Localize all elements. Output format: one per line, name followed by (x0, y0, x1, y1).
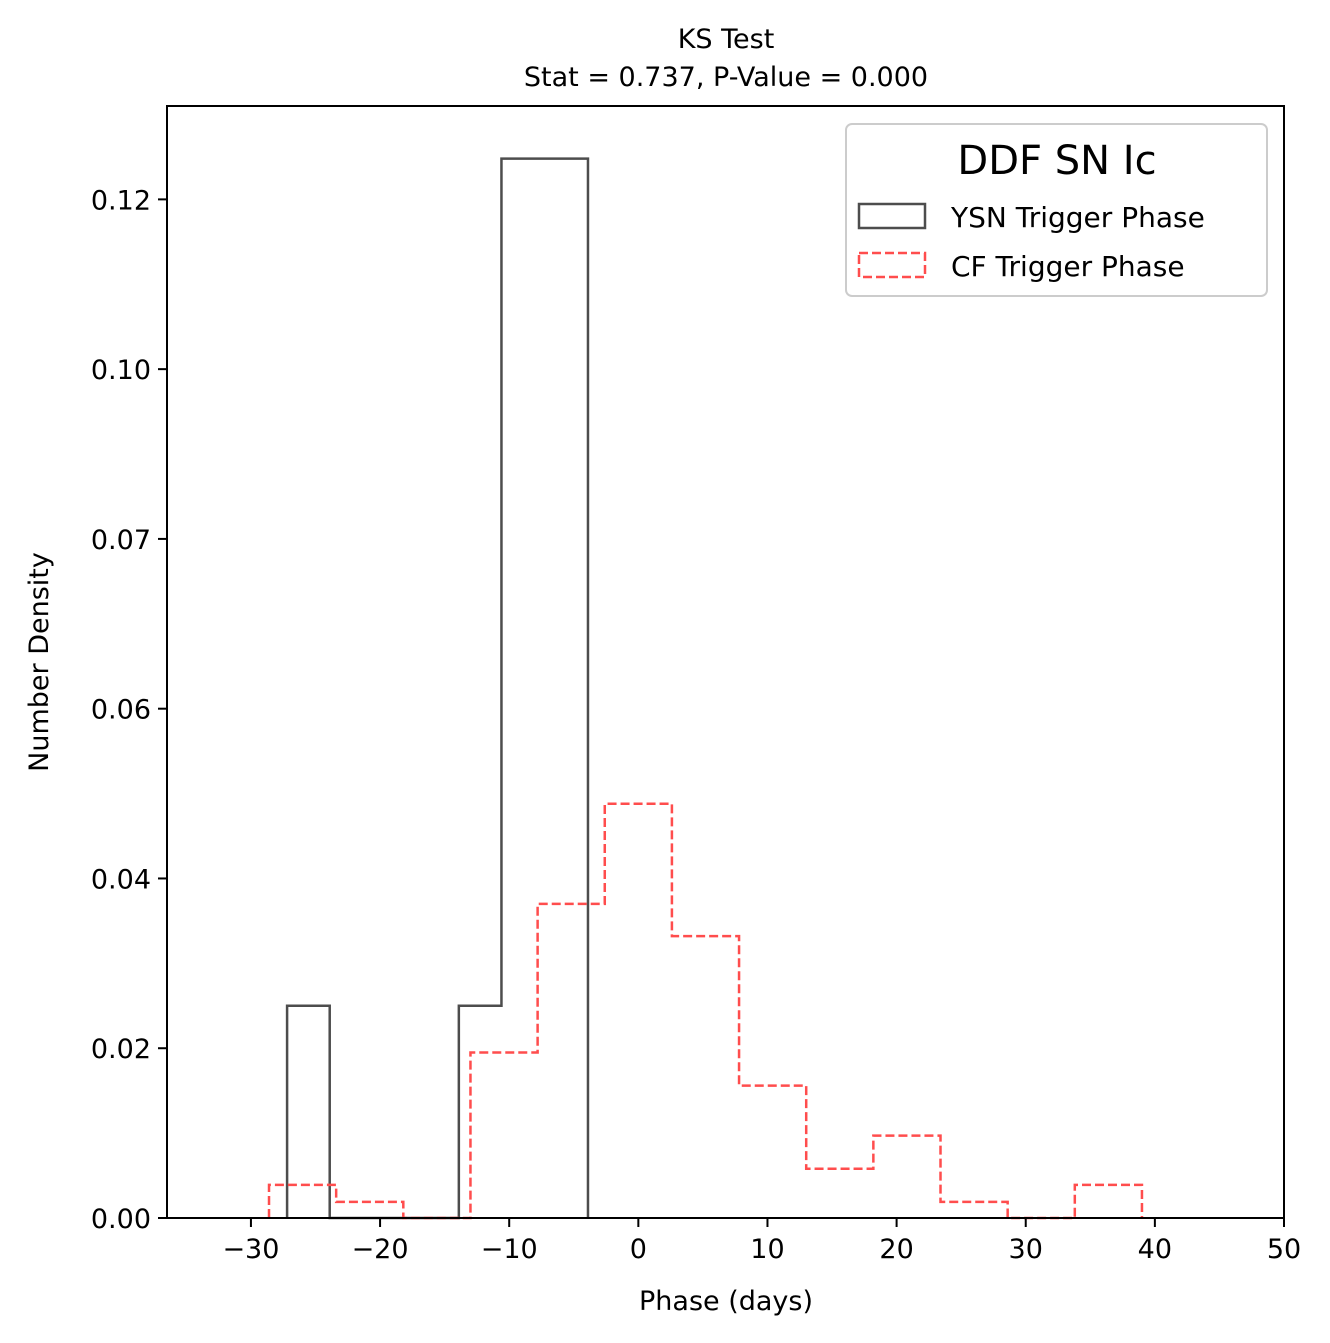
histogram-bar (269, 1185, 336, 1218)
histogram-bar (941, 1202, 1008, 1218)
legend-title: DDF SN Ic (957, 138, 1156, 184)
legend-label-ysn: YSN Trigger Phase (950, 201, 1205, 234)
y-tick-label: 0.12 (91, 185, 151, 216)
legend-box (845, 123, 1268, 297)
histogram-bar (470, 1052, 537, 1218)
y-tick-label: 0.06 (91, 695, 151, 726)
chart-subtitle: Stat = 0.737, P-Value = 0.000 (524, 62, 928, 93)
histogram-bar (538, 904, 605, 1218)
y-tick-label: 0.07 (91, 525, 151, 556)
histogram-bar (605, 804, 672, 1218)
histogram-step-line (267, 802, 1144, 1220)
histogram-bar (336, 1202, 403, 1218)
x-tick-label: −30 (222, 1234, 279, 1265)
y-axis: 0.00 0.02 0.04 0.06 0.07 0.10 0.12 (91, 185, 167, 1235)
axes-frame (166, 105, 1285, 1219)
x-tick-label: −20 (352, 1234, 409, 1265)
legend: DDF SN Ic YSN Trigger Phase CF Trigger P… (845, 123, 1268, 297)
x-tick-label: 50 (1267, 1234, 1301, 1265)
x-tick-label: 0 (630, 1234, 647, 1265)
histogram-bar (806, 1169, 873, 1218)
legend-swatch-cf (857, 251, 927, 279)
x-tick-label: 10 (750, 1234, 784, 1265)
histogram-bar (1075, 1185, 1142, 1218)
y-axis-label: Number Density (24, 552, 55, 772)
y-tick-label: 0.04 (91, 864, 151, 895)
x-axis-label: Phase (days) (639, 1286, 813, 1317)
chart-title: KS Test (678, 24, 775, 55)
series-1 (267, 802, 1144, 1220)
y-tick-label: 0.10 (91, 355, 151, 386)
x-tick-label: 40 (1138, 1234, 1172, 1265)
histogram-bar (873, 1136, 940, 1218)
x-tick-label: 20 (879, 1234, 913, 1265)
y-tick-label: 0.02 (91, 1034, 151, 1065)
y-tick-label: 0.00 (91, 1204, 151, 1235)
x-axis: −30 −20 −10 0 10 20 30 40 50 (222, 1218, 1301, 1265)
x-tick-label: 30 (1009, 1234, 1043, 1265)
plot-area (267, 157, 1144, 1220)
legend-label-cf: CF Trigger Phase (951, 250, 1185, 283)
histogram-bar (672, 936, 739, 1218)
x-tick-label: −10 (481, 1234, 538, 1265)
legend-swatch-ysn (857, 202, 927, 230)
histogram-bar (739, 1086, 806, 1218)
